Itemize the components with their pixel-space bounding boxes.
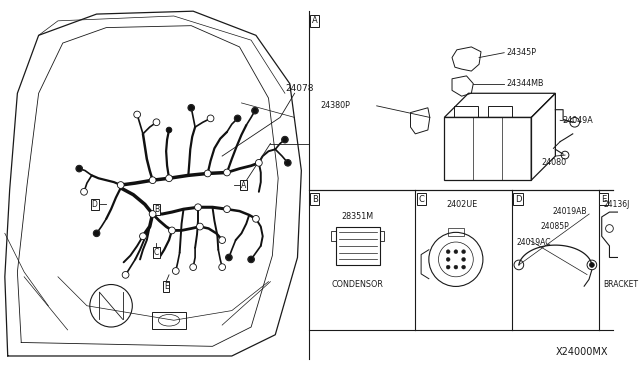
Bar <box>380 231 385 241</box>
Circle shape <box>81 188 88 195</box>
Circle shape <box>195 204 202 211</box>
Circle shape <box>172 267 179 275</box>
Circle shape <box>248 256 255 263</box>
Bar <box>336 227 380 265</box>
Circle shape <box>76 166 82 171</box>
Circle shape <box>446 265 450 269</box>
Text: 24019AC: 24019AC <box>516 237 551 247</box>
Circle shape <box>219 237 225 243</box>
Bar <box>444 118 531 180</box>
Circle shape <box>166 127 172 133</box>
Circle shape <box>461 257 465 262</box>
Circle shape <box>284 160 291 166</box>
Text: 24080: 24080 <box>541 158 566 167</box>
Circle shape <box>117 182 124 188</box>
Circle shape <box>282 136 288 143</box>
Circle shape <box>248 257 254 262</box>
Circle shape <box>461 265 465 269</box>
Bar <box>454 106 478 118</box>
Circle shape <box>285 160 291 166</box>
Text: 24380P: 24380P <box>321 101 351 110</box>
Circle shape <box>461 250 465 254</box>
Circle shape <box>255 160 262 166</box>
Text: A: A <box>241 180 246 190</box>
Circle shape <box>149 211 156 217</box>
Text: B: B <box>154 205 159 214</box>
Circle shape <box>166 175 172 182</box>
Circle shape <box>226 254 232 260</box>
Text: B: B <box>312 195 318 204</box>
Circle shape <box>282 137 288 142</box>
Circle shape <box>190 264 196 270</box>
Text: 28351M: 28351M <box>341 212 373 221</box>
Circle shape <box>235 115 241 121</box>
Text: CONDENSOR: CONDENSOR <box>332 280 383 289</box>
Text: E: E <box>164 282 168 291</box>
Circle shape <box>219 264 225 270</box>
Text: 24019AB: 24019AB <box>552 206 587 216</box>
Text: D: D <box>515 195 522 204</box>
Circle shape <box>188 105 194 110</box>
Circle shape <box>93 230 99 236</box>
Circle shape <box>207 115 214 122</box>
Circle shape <box>223 206 230 212</box>
Circle shape <box>188 105 195 111</box>
Text: A: A <box>312 16 317 25</box>
Circle shape <box>204 170 211 177</box>
Circle shape <box>225 254 232 261</box>
Text: 2402UE: 2402UE <box>446 200 477 209</box>
Circle shape <box>252 108 258 113</box>
Circle shape <box>168 227 175 234</box>
Circle shape <box>446 250 450 254</box>
Circle shape <box>454 250 458 254</box>
Bar <box>448 228 463 236</box>
Text: 24085P: 24085P <box>541 222 570 231</box>
Text: C: C <box>418 195 424 204</box>
Text: C: C <box>154 248 159 257</box>
Text: E: E <box>601 195 606 204</box>
Text: 24344MB: 24344MB <box>506 79 543 88</box>
Circle shape <box>234 115 241 122</box>
Circle shape <box>76 165 83 172</box>
Circle shape <box>122 272 129 278</box>
Circle shape <box>153 119 160 126</box>
Circle shape <box>589 263 595 267</box>
Bar <box>152 312 186 329</box>
Circle shape <box>223 169 230 176</box>
Circle shape <box>253 215 259 222</box>
Text: 24078: 24078 <box>285 84 314 93</box>
Text: 24136J: 24136J <box>604 200 630 209</box>
Text: D: D <box>92 200 97 209</box>
Circle shape <box>134 111 141 118</box>
Circle shape <box>252 107 259 114</box>
Text: 24345P: 24345P <box>506 48 536 57</box>
Circle shape <box>149 177 156 184</box>
Circle shape <box>196 223 204 230</box>
Text: 24049A: 24049A <box>562 116 593 125</box>
Circle shape <box>446 257 450 262</box>
Text: BRACKET: BRACKET <box>604 280 639 289</box>
Circle shape <box>93 230 100 237</box>
Bar <box>488 106 512 118</box>
Circle shape <box>454 265 458 269</box>
Bar <box>332 231 336 241</box>
Text: X24000MX: X24000MX <box>556 347 609 357</box>
Circle shape <box>140 233 147 240</box>
